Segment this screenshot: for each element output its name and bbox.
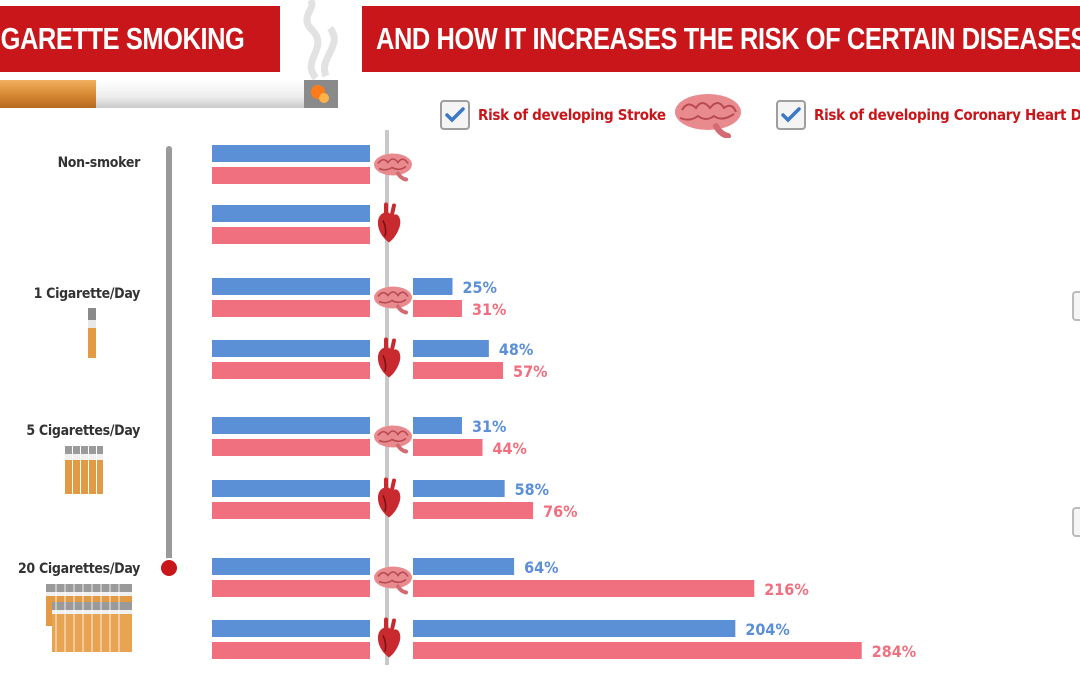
risk-bar-pink	[413, 642, 862, 659]
risk-bar-pink	[413, 362, 504, 379]
baseline-bar	[212, 278, 370, 295]
risk-bar-pink	[413, 300, 462, 317]
group-label-non-smoker: Non-smoker	[57, 155, 141, 171]
heart-icon	[377, 617, 401, 658]
smoke-icon	[303, 0, 338, 81]
single-cigarette-icon	[88, 308, 96, 358]
baseline-bar	[212, 145, 370, 162]
title-left: CIGARETTE SMOKING	[0, 21, 245, 56]
data-label: 76%	[543, 502, 577, 521]
brain-icon	[374, 286, 412, 315]
chd-checkbox[interactable]	[776, 100, 806, 130]
title-right: AND HOW IT INCREASES THE RISK OF CERTAIN…	[376, 21, 1080, 56]
baseline-bar	[212, 642, 370, 659]
baseline-bar	[212, 362, 370, 379]
cigarette-illustration	[0, 0, 338, 108]
brain-icon	[374, 566, 412, 595]
stroke-legend-label: Risk of developing Stroke	[478, 106, 666, 124]
slider-thumb	[159, 558, 179, 578]
risk-bar-pink	[413, 502, 534, 519]
legend-stroke[interactable]: Risk of developing Stroke	[440, 94, 744, 138]
baseline-bar	[212, 502, 370, 519]
baseline-bar	[212, 417, 370, 434]
side-control-2[interactable]	[1072, 507, 1080, 537]
cigarette-slider[interactable]	[157, 140, 181, 580]
title-banner-right: AND HOW IT INCREASES THE RISK OF CERTAIN…	[362, 6, 1080, 72]
baseline-bar	[212, 205, 370, 222]
baseline-bar	[212, 620, 370, 637]
checkmark-icon	[445, 107, 465, 123]
checkmark-icon	[781, 107, 801, 123]
data-label: 284%	[872, 642, 916, 661]
data-label: 44%	[493, 439, 527, 458]
chd-legend-label: Risk of developing Coronary Heart Diseas…	[814, 106, 1080, 124]
heart-icon	[377, 202, 401, 243]
brain-icon	[374, 153, 412, 182]
baseline-bar	[212, 580, 370, 597]
data-label: 64%	[524, 558, 558, 577]
baseline-bar	[212, 558, 370, 575]
group-label-1-cigarette: 1 Cigarette/Day	[33, 286, 141, 302]
cigarette-pack-icon	[65, 446, 103, 494]
baseline-bar	[212, 340, 370, 357]
group-label-5-cigarettes: 5 Cigarettes/Day	[26, 423, 140, 439]
baseline-bar	[212, 480, 370, 497]
data-label: 48%	[499, 340, 533, 359]
brain-icon	[374, 425, 412, 454]
risk-bar-pink	[413, 580, 755, 597]
risk-bar-blue	[413, 278, 453, 295]
data-label: 57%	[513, 362, 547, 381]
risk-bar-blue	[413, 480, 505, 497]
legend-brain-icon	[674, 94, 741, 138]
risk-bar-blue	[413, 558, 515, 575]
legend-chd[interactable]: Risk of developing Coronary Heart Diseas…	[776, 98, 1080, 132]
cigarette-packs-icon	[46, 584, 132, 652]
group-label-20-cigarettes: 20 Cigarettes/Day	[17, 561, 140, 577]
baseline-bar	[212, 439, 370, 456]
heart-icon	[377, 337, 401, 378]
risk-bar-blue	[413, 620, 736, 637]
slider-track	[166, 146, 172, 566]
title-banner-left: CIGARETTE SMOKING	[0, 6, 280, 72]
baseline-bar	[212, 227, 370, 244]
stroke-checkbox[interactable]	[440, 100, 470, 130]
risk-bar-blue	[413, 417, 462, 434]
baseline-bar	[212, 167, 370, 184]
data-label: 58%	[515, 480, 549, 499]
data-label: 31%	[472, 417, 506, 436]
heart-icon	[377, 477, 401, 518]
data-label: 204%	[745, 620, 789, 639]
risk-bar-pink	[413, 439, 483, 456]
side-control-1[interactable]	[1072, 291, 1080, 321]
risk-bar-blue	[413, 340, 489, 357]
data-label: 31%	[472, 300, 506, 319]
data-label: 216%	[764, 580, 808, 599]
baseline-bar	[212, 300, 370, 317]
data-label: 25%	[463, 278, 497, 297]
